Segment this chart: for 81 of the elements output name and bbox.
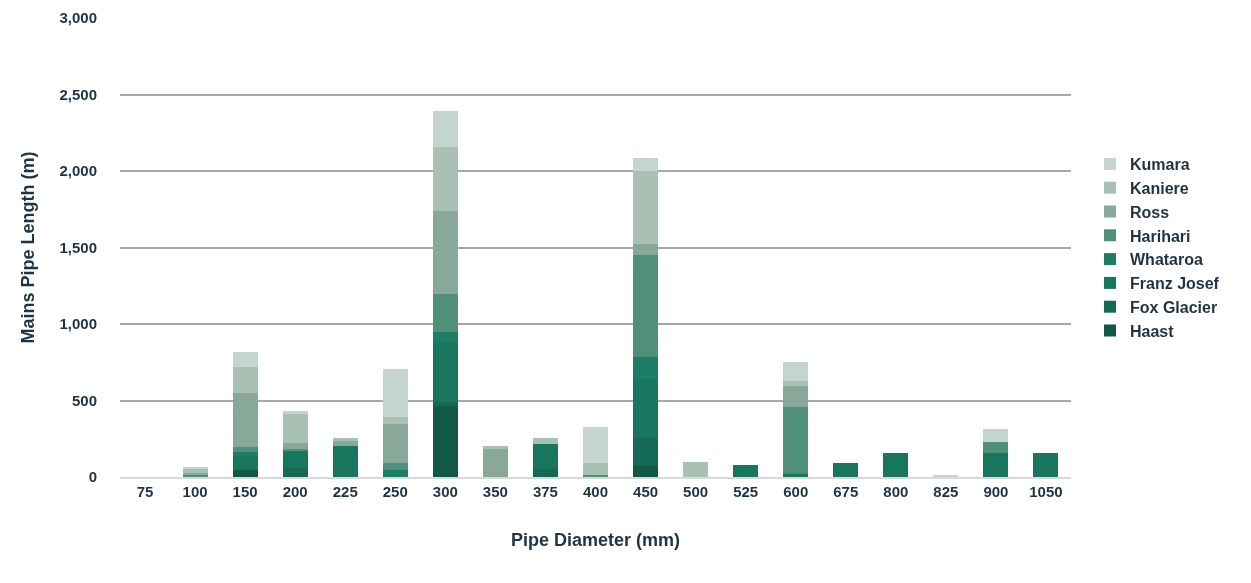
bar <box>232 393 258 448</box>
bar <box>633 157 659 171</box>
bar <box>232 366 258 394</box>
x-tick-label: 300 <box>432 482 458 500</box>
bar <box>783 361 809 382</box>
bar <box>633 466 659 477</box>
bar <box>432 210 458 295</box>
bar <box>182 469 208 474</box>
bar <box>482 448 508 477</box>
bar <box>783 386 809 408</box>
bar <box>382 368 408 418</box>
bar <box>983 442 1009 453</box>
x-tick-label: 100 <box>182 482 208 500</box>
bar <box>733 465 759 477</box>
bar <box>232 455 258 471</box>
bar <box>382 417 408 425</box>
bar <box>332 445 358 477</box>
x-tick-label: 400 <box>582 482 609 500</box>
bar <box>683 461 709 477</box>
x-tick-label: 800 <box>883 482 909 500</box>
bar <box>582 426 609 463</box>
x-tick-label: 75 <box>136 482 154 500</box>
x-tick-label: 225 <box>332 482 358 500</box>
y-tick-label: 1,000 <box>59 315 97 333</box>
bar <box>282 411 308 414</box>
bar <box>382 462 408 471</box>
bar <box>232 447 258 453</box>
x-tick-label: 250 <box>382 482 408 500</box>
bar <box>282 413 308 444</box>
bar <box>432 294 458 333</box>
bar <box>532 438 558 445</box>
x-tick-label: 600 <box>783 482 809 500</box>
legend-label: Fox Glacier <box>1130 298 1218 316</box>
x-tick-label: 375 <box>532 482 558 500</box>
bar <box>332 438 358 441</box>
x-tick-label: 500 <box>683 482 709 500</box>
bar <box>282 443 308 450</box>
y-tick-label: 3,000 <box>59 9 97 27</box>
legend-label: Haast <box>1130 322 1175 340</box>
x-tick-label: 1050 <box>1029 482 1063 500</box>
legend-label: Franz Josef <box>1130 275 1220 293</box>
bar <box>582 462 609 476</box>
bar <box>432 147 458 211</box>
x-tick-label: 200 <box>282 482 308 500</box>
bar <box>783 473 809 477</box>
legend-label: Kaniere <box>1130 179 1189 197</box>
x-tick-label: 525 <box>733 482 759 500</box>
y-tick-label: 2,000 <box>59 162 97 180</box>
x-tick-label: 150 <box>232 482 258 500</box>
bar <box>783 407 809 474</box>
x-tick-label: 450 <box>633 482 659 500</box>
bar <box>633 171 659 245</box>
bar <box>983 429 1009 443</box>
bar <box>482 445 508 449</box>
x-tick-label: 350 <box>482 482 508 500</box>
bar <box>432 111 458 148</box>
bar <box>382 424 408 463</box>
legend-label: Kumara <box>1130 156 1190 174</box>
bar <box>1033 453 1059 477</box>
y-tick-label: 500 <box>71 391 97 409</box>
legend-label: Whataroa <box>1130 251 1204 269</box>
bar <box>633 244 659 255</box>
bar <box>633 254 659 357</box>
legend-label: Ross <box>1130 203 1170 221</box>
x-tick-label: 900 <box>983 482 1009 500</box>
bar <box>432 406 458 477</box>
bar <box>783 381 809 387</box>
legend-label: Harihari <box>1130 227 1191 245</box>
bar <box>232 351 258 367</box>
y-tick-label: 2,500 <box>59 85 97 103</box>
y-tick-label: 1,500 <box>59 238 97 256</box>
bar <box>382 470 408 477</box>
y-tick-label: 0 <box>88 468 97 486</box>
x-axis-title: Pipe Diameter (mm) <box>510 530 681 551</box>
bar <box>232 470 258 477</box>
bar <box>983 452 1009 477</box>
x-tick-label: 825 <box>933 482 959 500</box>
x-tick-label: 675 <box>833 482 859 500</box>
bar <box>833 462 859 477</box>
y-axis-title: Mains Pipe Length (m) <box>17 151 38 344</box>
bar <box>883 452 909 477</box>
